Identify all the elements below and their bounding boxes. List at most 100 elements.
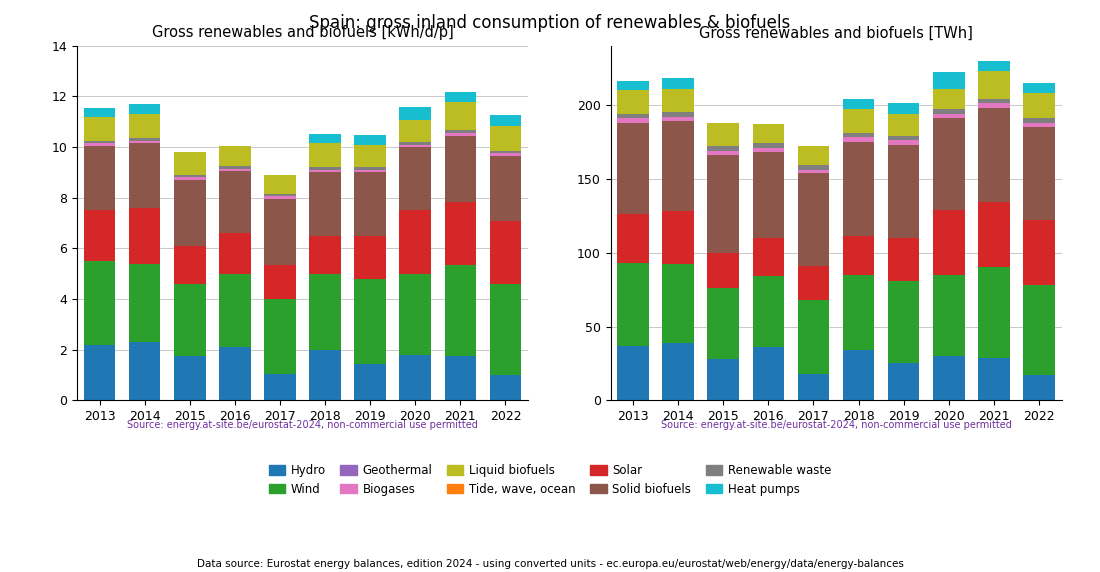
Bar: [1023, 220, 1055, 285]
Bar: [490, 284, 521, 375]
Bar: [129, 114, 161, 138]
Bar: [933, 73, 965, 89]
Bar: [843, 133, 874, 137]
Bar: [978, 61, 1010, 71]
Bar: [129, 264, 161, 342]
Bar: [309, 170, 341, 172]
Bar: [1023, 127, 1055, 220]
Bar: [354, 168, 386, 170]
Bar: [399, 142, 431, 145]
Bar: [309, 134, 341, 144]
Bar: [798, 266, 829, 300]
Bar: [707, 155, 739, 253]
Bar: [933, 89, 965, 109]
Bar: [752, 152, 784, 238]
Bar: [798, 374, 829, 400]
Bar: [707, 150, 739, 155]
Bar: [888, 114, 920, 136]
Bar: [444, 136, 476, 201]
Bar: [933, 210, 965, 275]
Bar: [978, 202, 1010, 267]
Text: Spain: gross inland consumption of renewables & biofuels: Spain: gross inland consumption of renew…: [309, 14, 791, 32]
Bar: [354, 236, 386, 279]
Bar: [129, 342, 161, 400]
Bar: [354, 145, 386, 168]
Bar: [978, 99, 1010, 104]
Bar: [399, 274, 431, 355]
Bar: [752, 124, 784, 144]
Bar: [888, 140, 920, 145]
Bar: [978, 108, 1010, 202]
Bar: [490, 375, 521, 400]
Bar: [309, 236, 341, 274]
Bar: [978, 267, 1010, 358]
Bar: [843, 236, 874, 275]
Bar: [888, 145, 920, 238]
Bar: [933, 118, 965, 210]
Bar: [490, 153, 521, 156]
Bar: [1023, 118, 1055, 122]
Bar: [84, 210, 116, 261]
Bar: [843, 137, 874, 142]
Bar: [707, 253, 739, 288]
Bar: [617, 114, 649, 118]
Bar: [444, 201, 476, 265]
Bar: [978, 358, 1010, 400]
Bar: [1023, 375, 1055, 400]
Bar: [354, 170, 386, 172]
Bar: [264, 299, 296, 374]
Bar: [399, 106, 431, 121]
Bar: [752, 148, 784, 152]
Bar: [174, 284, 206, 356]
Bar: [707, 122, 739, 146]
Text: Source: energy.at-site.be/eurostat-2024, non-commercial use permitted: Source: energy.at-site.be/eurostat-2024,…: [661, 420, 1011, 430]
Bar: [444, 92, 476, 102]
Bar: [798, 173, 829, 266]
Bar: [843, 109, 874, 133]
Bar: [264, 194, 296, 197]
Bar: [399, 147, 431, 210]
Bar: [84, 117, 116, 141]
Bar: [219, 274, 251, 347]
Bar: [490, 115, 521, 126]
Bar: [798, 300, 829, 374]
Bar: [309, 172, 341, 236]
Bar: [1023, 93, 1055, 118]
Bar: [798, 170, 829, 173]
Bar: [129, 208, 161, 264]
Bar: [617, 214, 649, 263]
Bar: [174, 246, 206, 284]
Bar: [129, 141, 161, 144]
Bar: [264, 374, 296, 400]
Bar: [84, 108, 116, 117]
Bar: [129, 144, 161, 208]
Bar: [707, 359, 739, 400]
Bar: [843, 142, 874, 236]
Bar: [309, 274, 341, 349]
Bar: [84, 141, 116, 144]
Bar: [617, 263, 649, 345]
Bar: [617, 345, 649, 400]
Bar: [978, 71, 1010, 99]
Title: Gross renewables and biofuels [kWh/d/p]: Gross renewables and biofuels [kWh/d/p]: [152, 25, 453, 41]
Bar: [662, 78, 694, 89]
Text: Source: energy.at-site.be/eurostat-2024, non-commercial use permitted: Source: energy.at-site.be/eurostat-2024,…: [128, 420, 477, 430]
Bar: [84, 146, 116, 210]
Bar: [174, 177, 206, 180]
Title: Gross renewables and biofuels [TWh]: Gross renewables and biofuels [TWh]: [700, 25, 972, 41]
Bar: [888, 136, 920, 140]
Bar: [933, 114, 965, 118]
Bar: [798, 165, 829, 170]
Bar: [888, 363, 920, 400]
Bar: [399, 355, 431, 400]
Bar: [752, 144, 784, 148]
Bar: [129, 138, 161, 141]
Bar: [354, 172, 386, 236]
Bar: [219, 169, 251, 171]
Bar: [617, 122, 649, 214]
Bar: [219, 166, 251, 169]
Bar: [707, 146, 739, 150]
Bar: [444, 265, 476, 356]
Bar: [309, 168, 341, 170]
Bar: [752, 276, 784, 347]
